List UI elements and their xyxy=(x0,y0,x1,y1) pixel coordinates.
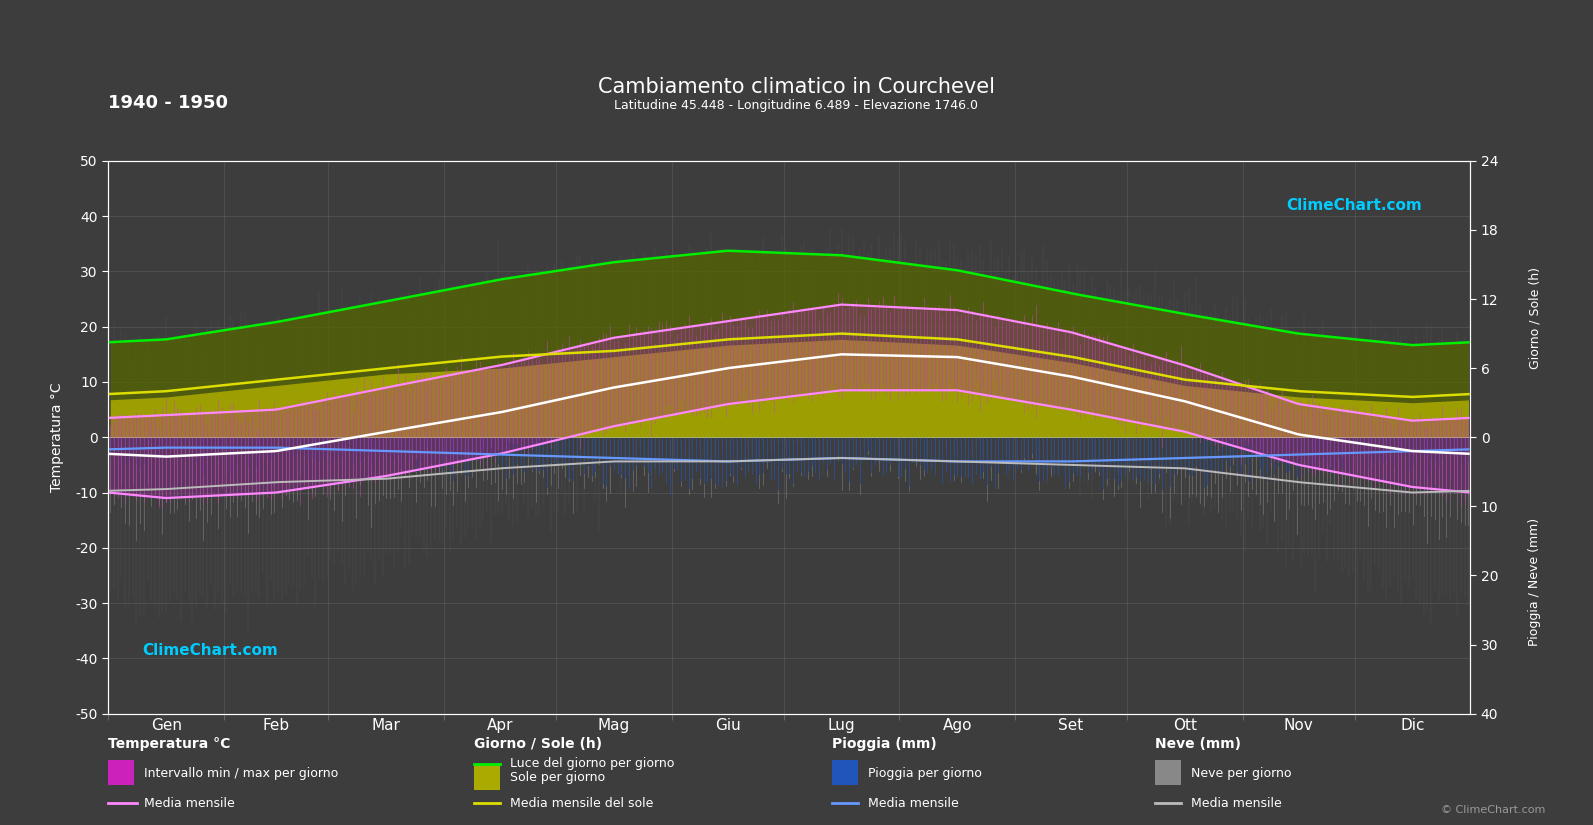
Text: Temperatura °C: Temperatura °C xyxy=(108,737,231,751)
Text: Media mensile: Media mensile xyxy=(1192,797,1281,809)
Text: © ClimeChart.com: © ClimeChart.com xyxy=(1440,804,1545,814)
Text: Pioggia (mm): Pioggia (mm) xyxy=(833,737,937,751)
Text: Giorno / Sole (h): Giorno / Sole (h) xyxy=(475,737,602,751)
Text: ClimeChart.com: ClimeChart.com xyxy=(142,643,279,658)
Text: Cambiamento climatico in Courchevel: Cambiamento climatico in Courchevel xyxy=(597,77,996,97)
Text: Media mensile: Media mensile xyxy=(145,797,234,809)
Bar xyxy=(1155,760,1180,785)
Bar xyxy=(833,760,859,785)
Text: Media mensile: Media mensile xyxy=(868,797,959,809)
Text: Giorno / Sole (h): Giorno / Sole (h) xyxy=(1528,266,1542,369)
Text: Media mensile del sole: Media mensile del sole xyxy=(510,797,653,809)
Text: Luce del giorno per giorno: Luce del giorno per giorno xyxy=(510,757,674,770)
Text: Neve (mm): Neve (mm) xyxy=(1155,737,1241,751)
Text: Pioggia / Neve (mm): Pioggia / Neve (mm) xyxy=(1528,517,1542,646)
Y-axis label: Temperatura °C: Temperatura °C xyxy=(51,383,64,492)
Bar xyxy=(475,765,500,790)
Text: Pioggia per giorno: Pioggia per giorno xyxy=(868,767,981,780)
Text: 1940 - 1950: 1940 - 1950 xyxy=(108,94,228,112)
Text: Latitudine 45.448 - Longitudine 6.489 - Elevazione 1746.0: Latitudine 45.448 - Longitudine 6.489 - … xyxy=(615,99,978,112)
Bar xyxy=(108,760,134,785)
Text: Intervallo min / max per giorno: Intervallo min / max per giorno xyxy=(145,767,338,780)
Text: ClimeChart.com: ClimeChart.com xyxy=(1287,198,1423,213)
Text: Neve per giorno: Neve per giorno xyxy=(1192,767,1292,780)
Text: Sole per giorno: Sole per giorno xyxy=(510,771,605,784)
